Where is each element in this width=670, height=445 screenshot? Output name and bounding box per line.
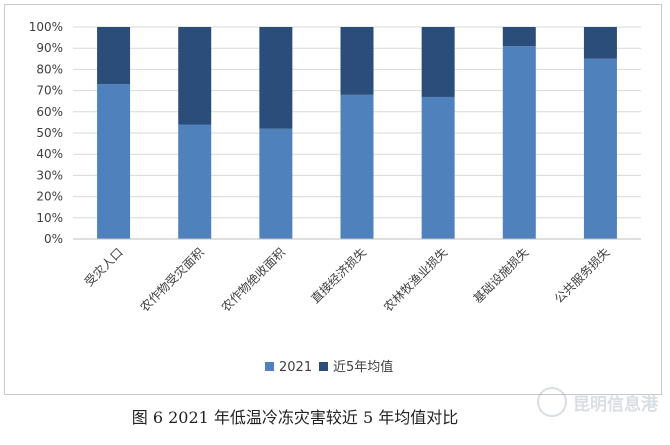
x-category-label: 受灾人口 <box>81 245 126 290</box>
y-tick-label: 70% <box>36 84 63 98</box>
bars <box>97 27 617 240</box>
y-tick-label: 90% <box>36 41 63 55</box>
legend-label: 2021 <box>279 360 312 375</box>
bar-series-2021 <box>583 58 617 239</box>
legend-swatch <box>265 362 274 371</box>
bar-series-5yr-avg <box>259 27 293 129</box>
y-axis-ticks: 0% 10% 20% 30% 40% 50% 60% 70% 80% 90% 100% <box>29 20 63 246</box>
bar-series-5yr-avg <box>421 27 455 97</box>
chart-frame: 0% 10% 20% 30% 40% 50% 60% 70% 80% 90% 100% 受灾人口 农作… <box>4 4 662 395</box>
x-category-label: 公共服务损失 <box>551 245 613 307</box>
x-category-label: 直接经济损失 <box>308 245 370 307</box>
watermark-logo-icon <box>537 387 567 417</box>
y-tick-label: 40% <box>36 147 63 161</box>
y-tick-label: 80% <box>36 62 63 76</box>
category-labels: 受灾人口 农作物受灾面积 农作物绝收面积 直接经济损失 农林牧渔业损失 基础设施损失 公共服… <box>81 245 612 315</box>
y-tick-label: 50% <box>36 126 63 140</box>
figure-caption: 图 6 2021 年低温冷冻灾害较近 5 年均值对比 <box>131 408 459 427</box>
y-tick-label: 0% <box>44 232 63 246</box>
bar-series-2021 <box>259 128 293 239</box>
x-category-label: 农作物绝收面积 <box>218 245 288 315</box>
x-category-label: 基础设施损失 <box>470 245 532 307</box>
stacked-bar-chart: 0%10%20%30%40%50%60%70%80%90%100% 受灾人口 农作… <box>29 20 641 375</box>
bar-series-5yr-avg <box>178 27 212 125</box>
watermark-text: 昆明信息港 <box>573 394 658 415</box>
y-tick-label: 100% <box>29 20 63 34</box>
watermark: 昆明信息港 <box>537 387 658 417</box>
legend-label: 近5年均值 <box>333 359 393 375</box>
y-tick-label: 10% <box>36 211 63 225</box>
legend-swatch <box>319 362 328 371</box>
bar-series-2021 <box>97 84 131 240</box>
bar-series-2021 <box>421 96 455 240</box>
bar-series-5yr-avg <box>583 27 617 59</box>
y-tick-label: 60% <box>36 105 63 119</box>
y-tick-label: 20% <box>36 190 63 204</box>
legend: 2021 近5年均值 <box>265 359 393 375</box>
y-tick-label: 30% <box>36 168 63 182</box>
bar-series-2021 <box>178 124 212 239</box>
x-category-label: 农作物受灾面积 <box>137 245 207 315</box>
bar-series-5yr-avg <box>340 27 374 95</box>
x-category-label: 农林牧渔业损失 <box>380 245 450 315</box>
bar-series-2021 <box>340 94 374 239</box>
bar-series-5yr-avg <box>502 27 536 47</box>
bar-series-2021 <box>502 46 536 239</box>
bar-series-5yr-avg <box>97 27 131 85</box>
